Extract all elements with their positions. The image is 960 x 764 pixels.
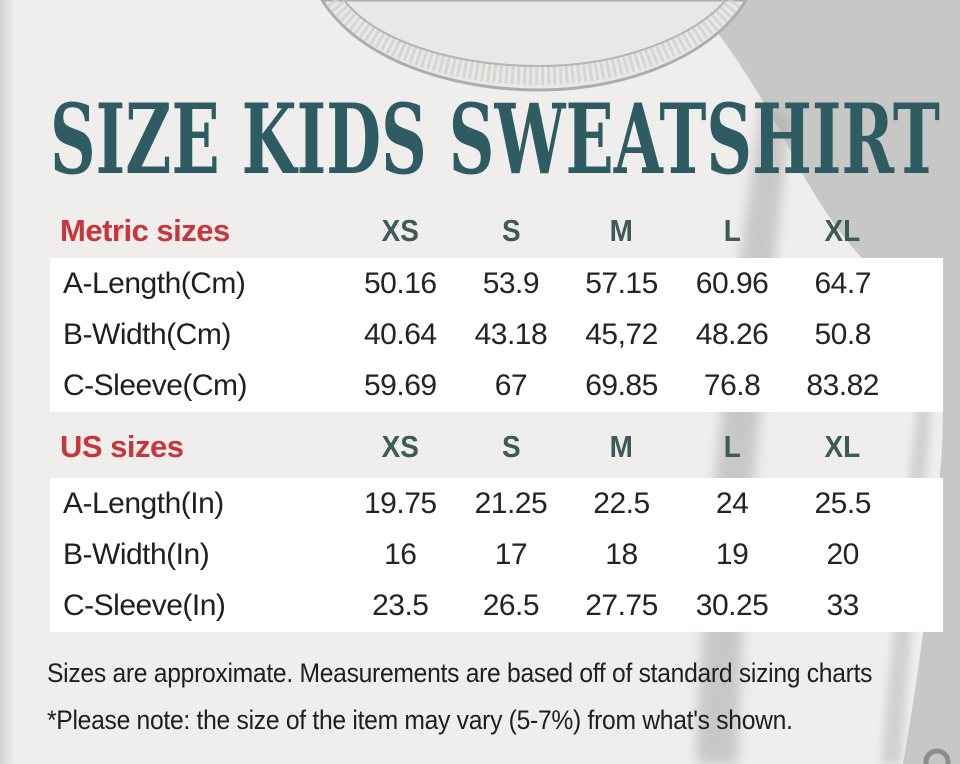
cell: 60.96	[695, 266, 769, 300]
table-row: C-Sleeve(In) 23.5 26.5 27.75 30.25 33	[50, 581, 943, 632]
section-label-metric: Metric sizes	[60, 213, 230, 248]
cell: 45,72	[585, 317, 658, 351]
cell: 50.8	[814, 317, 871, 351]
title-banner: SIZE KIDS SWEATSHIRT	[50, 83, 940, 196]
table-row: A-Length(Cm) 50.16 53.9 57.15 60.96 64.7	[50, 258, 943, 309]
row-label: B-Width(Cm)	[63, 317, 231, 351]
cell: 25.5	[814, 486, 871, 520]
row-label: A-Length(In)	[63, 486, 224, 520]
table-row: B-Width(Cm) 40.64 43.18 45,72 48.26 50.8	[50, 309, 943, 360]
page-title: SIZE KIDS SWEATSHIRT	[50, 83, 940, 196]
row-label: A-Length(Cm)	[63, 266, 246, 300]
cell: 64.7	[814, 266, 871, 300]
cell: 40.64	[364, 317, 437, 351]
cell: 24	[715, 486, 749, 520]
section-label-us: US sizes	[60, 429, 184, 464]
size-header-l: L	[723, 429, 741, 464]
collar-graphic	[320, 0, 748, 92]
size-header-m: M	[609, 429, 634, 464]
row-label: C-Sleeve(In)	[63, 589, 226, 623]
size-header-xs: XS	[381, 429, 419, 464]
cell: 48.26	[695, 317, 769, 351]
size-header-xl: XL	[824, 213, 861, 248]
gray-backdrop	[690, 0, 960, 764]
cell: 16	[384, 537, 417, 571]
table-row: A-Length(In) 19.75 21.25 22.5 24 25.5	[50, 478, 943, 529]
footnotes: Sizes are approximate. Measurements are …	[47, 650, 921, 744]
cell: 57.15	[585, 266, 658, 300]
size-header-xl: XL	[824, 429, 861, 464]
cell: 30.25	[695, 589, 769, 623]
row-label: B-Width(In)	[63, 537, 210, 571]
cell: 83.82	[806, 369, 879, 403]
cell: 43.18	[474, 317, 548, 351]
table-row: B-Width(In) 16 17 18 19 20	[50, 529, 943, 580]
cell: 50.16	[364, 266, 437, 300]
cell: 19	[715, 537, 749, 571]
metric-header-row: Metric sizes XS S M L XL	[50, 206, 943, 256]
cell: 23.5	[372, 589, 429, 623]
cell: 20	[826, 537, 860, 571]
cell: 22.5	[593, 486, 650, 520]
cell: 33	[826, 589, 860, 623]
cell: 17	[494, 537, 528, 571]
size-header-l: L	[723, 213, 741, 248]
us-table: A-Length(In) 19.75 21.25 22.5 24 25.5 B-…	[50, 478, 943, 632]
row-label: C-Sleeve(Cm)	[63, 369, 248, 403]
cell: 27.75	[585, 589, 658, 623]
cell: 19.75	[364, 486, 437, 520]
table-row: C-Sleeve(Cm) 59.69 67 69.85 76.8 83.82	[50, 361, 943, 412]
cell: 59.69	[364, 369, 437, 403]
size-header-xs: XS	[381, 213, 419, 248]
cell: 69.85	[585, 369, 658, 403]
cell: 53.9	[482, 266, 540, 300]
footnote-line-2: *Please note: the size of the item may v…	[47, 705, 793, 735]
cell: 21.25	[474, 486, 548, 520]
size-header-s: S	[501, 429, 521, 464]
footnote-line-1: Sizes are approximate. Measurements are …	[47, 658, 873, 688]
cell: 18	[605, 537, 638, 571]
us-header-row: US sizes XS S M L XL	[50, 420, 943, 474]
metric-table: A-Length(Cm) 50.16 53.9 57.15 60.96 64.7…	[50, 258, 943, 412]
copyright-mark	[923, 748, 951, 764]
cell: 26.5	[482, 589, 540, 623]
cell: 67	[494, 369, 528, 403]
cell: 76.8	[703, 369, 761, 403]
size-header-s: S	[501, 213, 521, 248]
left-edge-shading	[0, 0, 14, 764]
size-header-m: M	[609, 213, 634, 248]
